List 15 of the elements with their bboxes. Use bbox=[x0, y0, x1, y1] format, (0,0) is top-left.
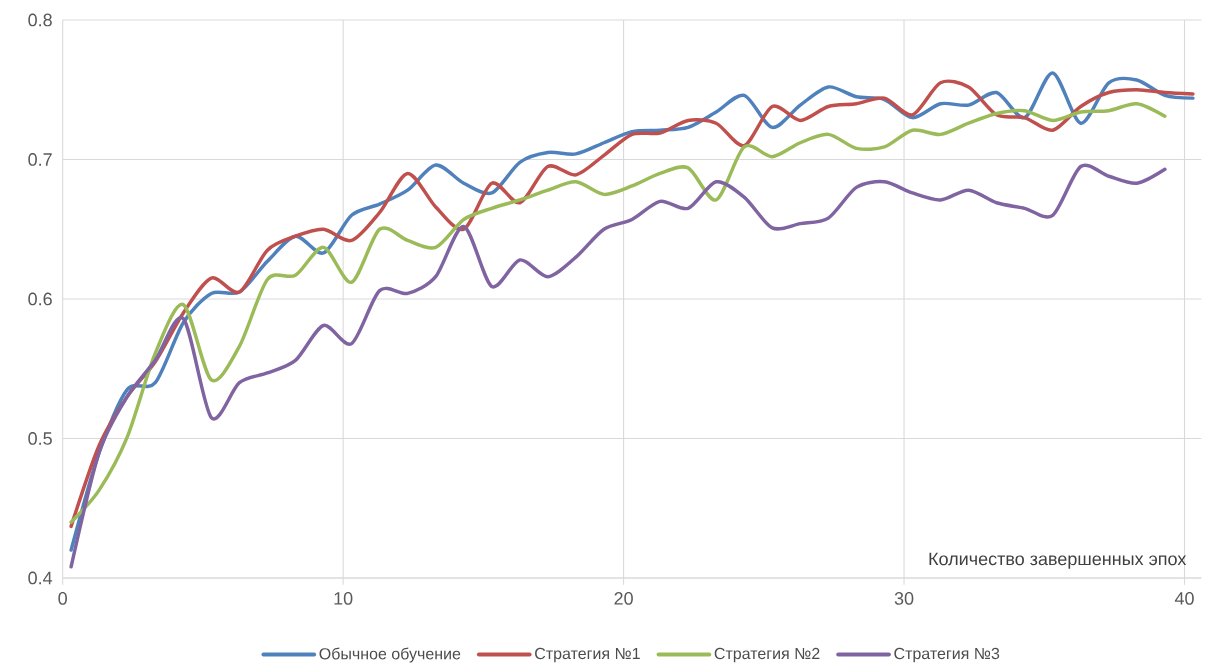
x-tick-label: 30 bbox=[894, 592, 914, 605]
y-tick-label: 0.6 bbox=[28, 292, 52, 306]
y-tick-label: 0.7 bbox=[28, 153, 52, 166]
x-axis-title: Количество завершенных эпох bbox=[929, 552, 1187, 569]
legend-label: Обычное обучение bbox=[319, 647, 461, 663]
y-tick-label: 0.8 bbox=[28, 13, 52, 27]
y-tick-label: 0.4 bbox=[28, 571, 53, 585]
legend-label: Стратегия №2 bbox=[714, 647, 820, 663]
x-tick-label: 20 bbox=[614, 592, 633, 605]
legend-label: Стратегия №1 bbox=[535, 647, 640, 663]
x-tick-label: 0 bbox=[58, 592, 67, 605]
x-tick-label: 10 bbox=[334, 592, 353, 605]
y-tick-label: 0.5 bbox=[28, 432, 52, 445]
legend-label: Стратегия №3 bbox=[894, 647, 1000, 663]
x-tick-label: 40 bbox=[1174, 592, 1194, 605]
